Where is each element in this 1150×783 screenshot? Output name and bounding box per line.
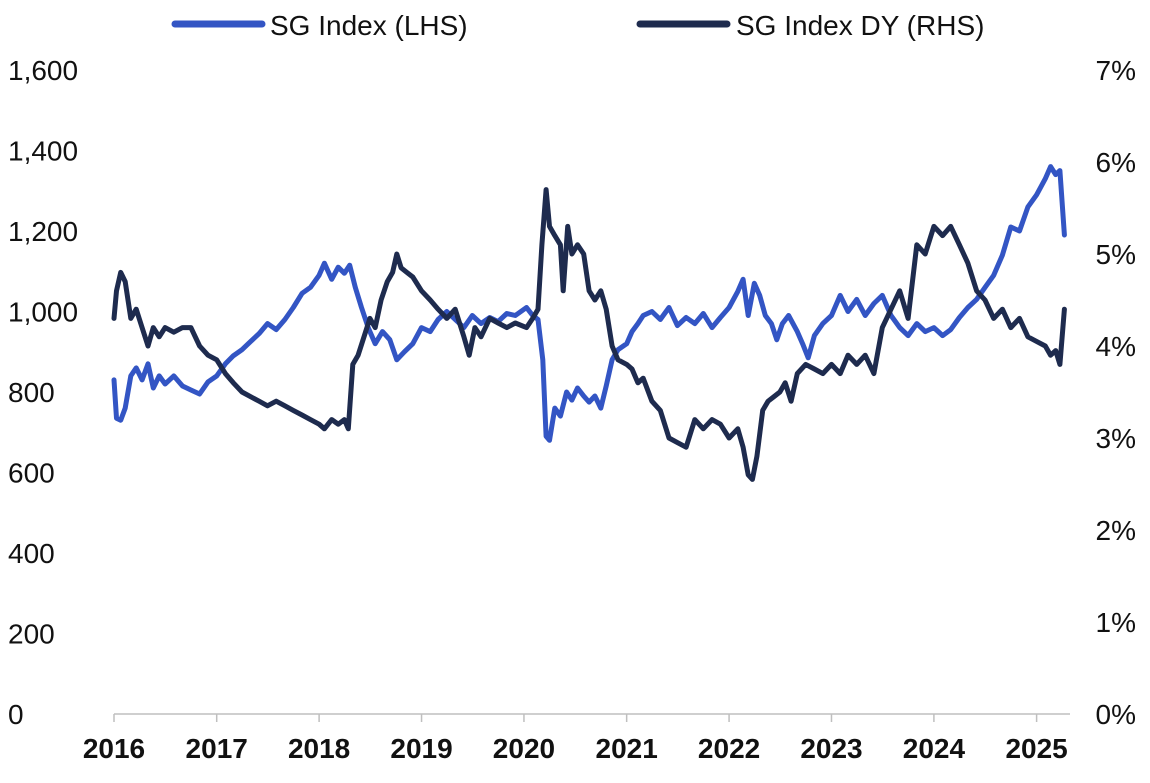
x-tick-label: 2016	[83, 733, 145, 764]
y-right-tick-label: 0%	[1096, 699, 1136, 730]
y-left-tick-label: 600	[8, 458, 55, 489]
legend-label-sg-index-dy: SG Index DY (RHS)	[736, 10, 984, 41]
x-tick-label: 2022	[698, 733, 760, 764]
y-right-tick-label: 1%	[1096, 607, 1136, 638]
x-tick-label: 2025	[1005, 733, 1067, 764]
y-left-tick-label: 1,000	[8, 297, 78, 328]
y-right-tick-label: 2%	[1096, 515, 1136, 546]
x-tick-label: 2021	[596, 733, 658, 764]
legend-label-sg-index: SG Index (LHS)	[270, 10, 468, 41]
x-tick-label: 2024	[903, 733, 966, 764]
y-left-tick-label: 200	[8, 619, 55, 650]
y-right-tick-label: 4%	[1096, 331, 1136, 362]
y-left-tick-label: 1,400	[8, 136, 78, 167]
y-right-tick-label: 5%	[1096, 239, 1136, 270]
x-tick-label: 2017	[186, 733, 248, 764]
plot-area	[111, 164, 1067, 482]
x-tick-label: 2020	[493, 733, 555, 764]
y-left-tick-label: 800	[8, 377, 55, 408]
x-tick-label: 2018	[288, 733, 350, 764]
x-tick-label: 2019	[390, 733, 452, 764]
axes: 2016 2017 2018 2019 2020 2021 2022 2023 2024 2025…	[8, 55, 1136, 764]
legend: SG Index (LHS) SG Index DY (RHS)	[171, 10, 984, 41]
y-right-tick-label: 3%	[1096, 423, 1136, 454]
y-left-tick-label: 1,600	[8, 55, 78, 86]
y-left-tick-label: 400	[8, 538, 55, 569]
y-right-tick-label: 6%	[1096, 147, 1136, 178]
y-left-tick-label: 1,200	[8, 216, 78, 247]
y-right-tick-label: 7%	[1096, 55, 1136, 86]
x-tick-label: 2023	[800, 733, 862, 764]
series-line-sg-index	[111, 164, 1067, 443]
series-line-sg-index-dy	[111, 187, 1067, 482]
y-left-tick-label: 0	[8, 699, 24, 730]
